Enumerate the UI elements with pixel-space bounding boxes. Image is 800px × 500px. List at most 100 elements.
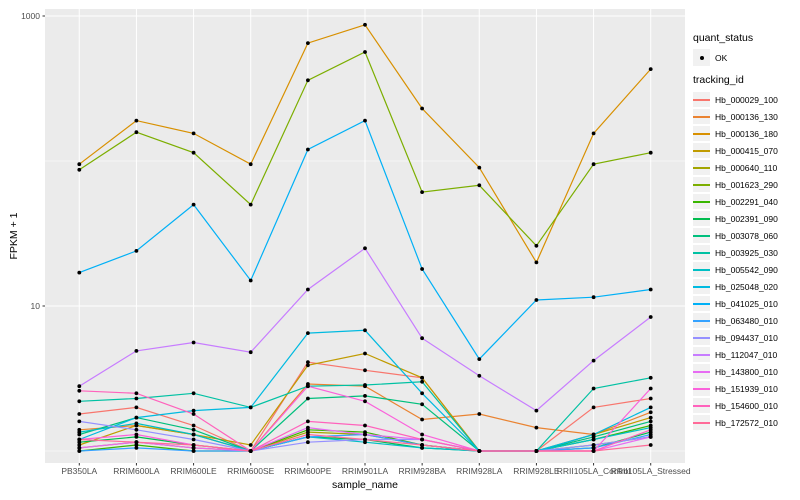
data-point: [134, 427, 139, 432]
data-point: [420, 391, 424, 396]
data-point: [477, 165, 482, 170]
data-point: [648, 405, 653, 410]
x-axis-title: sample_name: [332, 479, 398, 491]
data-point: [591, 437, 596, 442]
data-point: [191, 443, 196, 447]
data-point: [248, 162, 253, 167]
data-point: [134, 249, 139, 253]
data-point: [306, 287, 310, 292]
x-tick-label: RRIM928LA: [456, 466, 503, 476]
legend-item-label: Hb_151939_010: [715, 383, 778, 394]
data-point: [591, 358, 596, 363]
data-point: [248, 278, 253, 283]
data-point: [77, 162, 82, 167]
data-point: [363, 351, 367, 356]
data-point: [77, 167, 82, 172]
data-point: [77, 443, 82, 447]
data-point: [477, 183, 482, 188]
data-point: [363, 246, 367, 251]
legend-item-Hb_041025_010: Hb_041025_010: [693, 295, 799, 312]
data-point: [306, 384, 310, 389]
data-point: [420, 267, 424, 271]
legend-item-Hb_002391_090: Hb_002391_090: [693, 210, 799, 227]
data-point: [420, 190, 424, 195]
point-symbol-icon: [693, 49, 710, 66]
y-axis-title: FPKM + 1: [8, 212, 20, 260]
data-point: [648, 386, 653, 391]
line-swatch-icon: [693, 313, 710, 328]
legend-item-Hb_003925_030: Hb_003925_030: [693, 244, 799, 261]
data-point: [420, 443, 424, 447]
legend-item-Hb_000640_110: Hb_000640_110: [693, 159, 799, 176]
legend-item-Hb_000136_180: Hb_000136_180: [693, 125, 799, 142]
data-point: [363, 50, 367, 54]
legend-item-label: Hb_112047_010: [715, 349, 778, 360]
data-point: [77, 270, 82, 275]
data-point: [191, 340, 196, 345]
legend-item-label: Hb_172572_010: [715, 417, 778, 428]
line-swatch-icon: [693, 381, 710, 396]
legend-item-label: Hb_154600_010: [715, 400, 778, 411]
data-point: [420, 417, 424, 422]
y-tick-label: 10: [31, 301, 41, 311]
data-point: [534, 425, 539, 430]
x-tick-label: PB350LA: [61, 466, 97, 476]
data-point: [363, 399, 367, 404]
data-point: [191, 202, 196, 207]
line-swatch-icon: [693, 194, 710, 209]
data-point: [134, 349, 139, 353]
data-point: [363, 368, 367, 373]
x-tick-label: RRIM928LE: [513, 466, 560, 476]
data-point: [363, 440, 367, 445]
data-point: [191, 408, 196, 413]
data-point: [77, 388, 82, 393]
data-point: [77, 412, 82, 416]
data-point: [306, 425, 310, 430]
legend-item-label: Hb_025048_020: [715, 281, 778, 292]
data-point: [648, 415, 653, 420]
data-point: [191, 449, 196, 453]
data-point: [420, 432, 424, 437]
data-point: [306, 363, 310, 368]
data-point: [77, 399, 82, 404]
legend-title-tracking-id: tracking_id: [693, 74, 744, 86]
data-point: [77, 437, 82, 442]
legend-item-label: Hb_000415_070: [715, 145, 778, 156]
line-swatch-icon: [693, 143, 710, 158]
data-point: [191, 150, 196, 155]
legend-item-label: Hb_001623_290: [715, 179, 778, 190]
data-point: [306, 419, 310, 424]
line-swatch-icon: [693, 245, 710, 260]
line-swatch-icon: [693, 126, 710, 141]
legend-item-label: Hb_143800_010: [715, 366, 778, 377]
data-point: [648, 150, 653, 155]
data-point: [420, 402, 424, 407]
line-swatch-icon: [693, 160, 710, 175]
legend-item-label: Hb_094437_010: [715, 332, 778, 343]
data-point: [77, 430, 82, 434]
data-point: [77, 446, 82, 450]
legend-item-Hb_000136_130: Hb_000136_130: [693, 108, 799, 125]
x-tick-label: RRIM901LA: [342, 466, 389, 476]
data-point: [648, 315, 653, 319]
data-point: [534, 243, 539, 248]
data-point: [363, 383, 367, 387]
legend-title-quant-status: quant_status: [693, 32, 754, 44]
data-point: [191, 427, 196, 432]
data-point: [534, 449, 539, 453]
legend-item-label: Hb_041025_010: [715, 298, 778, 309]
legend-item-Hb_154600_010: Hb_154600_010: [693, 397, 799, 414]
data-point: [420, 379, 424, 384]
legend-item-Hb_025048_020: Hb_025048_020: [693, 278, 799, 295]
data-point: [591, 131, 596, 136]
data-point: [134, 405, 139, 410]
line-swatch-icon: [693, 347, 710, 362]
data-point: [134, 118, 139, 123]
data-point: [191, 131, 196, 136]
y-tick-label: 1000: [21, 11, 40, 21]
data-point: [191, 437, 196, 442]
data-point: [77, 440, 82, 445]
line-swatch-icon: [693, 279, 710, 294]
line-swatch-icon: [693, 330, 710, 345]
data-point: [477, 357, 482, 361]
